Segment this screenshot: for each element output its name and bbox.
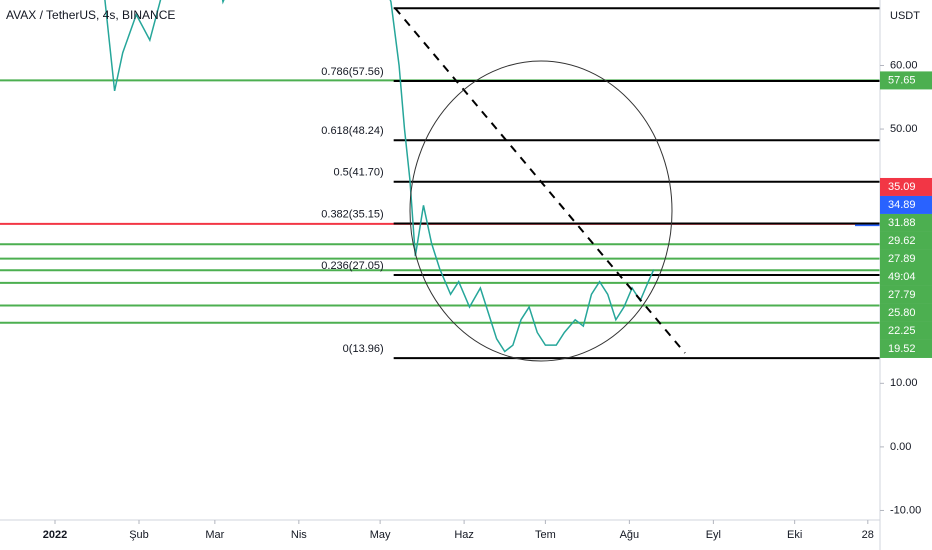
plot-area xyxy=(0,0,880,360)
y-tick-label: -10.00 xyxy=(890,504,921,516)
fib-label: 0.236(27.05) xyxy=(321,260,383,272)
fib-label: 0.5(41.70) xyxy=(334,167,384,179)
fib-label: 0.786(57.56) xyxy=(321,66,383,78)
fib-label: 0.382(35.15) xyxy=(321,208,383,220)
y-tick-label: 50.00 xyxy=(890,123,918,135)
price-label: 34.89 xyxy=(888,199,916,211)
x-tick-label: Eki xyxy=(787,529,802,541)
price-label-bg xyxy=(880,231,932,250)
price-label-bg xyxy=(880,285,932,304)
price-label-bg xyxy=(880,177,932,196)
price-label-bg xyxy=(880,303,932,322)
price-label-bg xyxy=(880,321,932,340)
price-label: 27.89 xyxy=(888,253,916,265)
price-label-bg xyxy=(880,213,932,232)
price-label: 22.25 xyxy=(888,325,916,337)
price-label-bg xyxy=(880,71,932,90)
price-label: 35.09 xyxy=(888,181,916,193)
y-tick-label: 60.00 xyxy=(890,59,918,71)
x-tick-label: Nis xyxy=(291,529,307,541)
price-label: 27.79 xyxy=(888,289,916,301)
x-tick-label: Tem xyxy=(535,529,556,541)
price-label-bg xyxy=(880,339,932,358)
price-label: 29.62 xyxy=(888,235,916,247)
y-unit: USDT xyxy=(890,10,920,22)
price-label: 57.65 xyxy=(888,74,916,86)
price-line xyxy=(104,0,655,353)
x-tick-label: May xyxy=(370,529,391,541)
y-tick-label: 0.00 xyxy=(890,441,911,453)
symbol-title: AVAX / TetherUS, 4s, BINANCE xyxy=(6,8,175,22)
price-label-bg xyxy=(880,195,932,214)
fib-label: 0.618(48.24) xyxy=(321,125,383,137)
y-tick-label: 10.00 xyxy=(890,377,918,389)
x-tick-label: Eyl xyxy=(706,529,721,541)
x-tick-label: Haz xyxy=(454,529,474,541)
trend-line xyxy=(394,7,686,354)
x-tick-label: 2022 xyxy=(43,529,67,541)
x-tick-label: Mar xyxy=(205,529,224,541)
fib-label: 0(13.96) xyxy=(343,343,384,355)
price-label: 25.80 xyxy=(888,307,916,319)
price-label-bg xyxy=(880,249,932,286)
x-tick-label: Ağu xyxy=(620,529,640,541)
x-tick-label: 28 xyxy=(862,529,874,541)
price-label: 19.52 xyxy=(888,343,916,355)
price-label: 31.88 xyxy=(888,217,916,229)
countdown-label: 49:04 xyxy=(888,271,916,283)
circle-drawing xyxy=(409,60,673,362)
x-tick-label: Şub xyxy=(129,529,149,541)
